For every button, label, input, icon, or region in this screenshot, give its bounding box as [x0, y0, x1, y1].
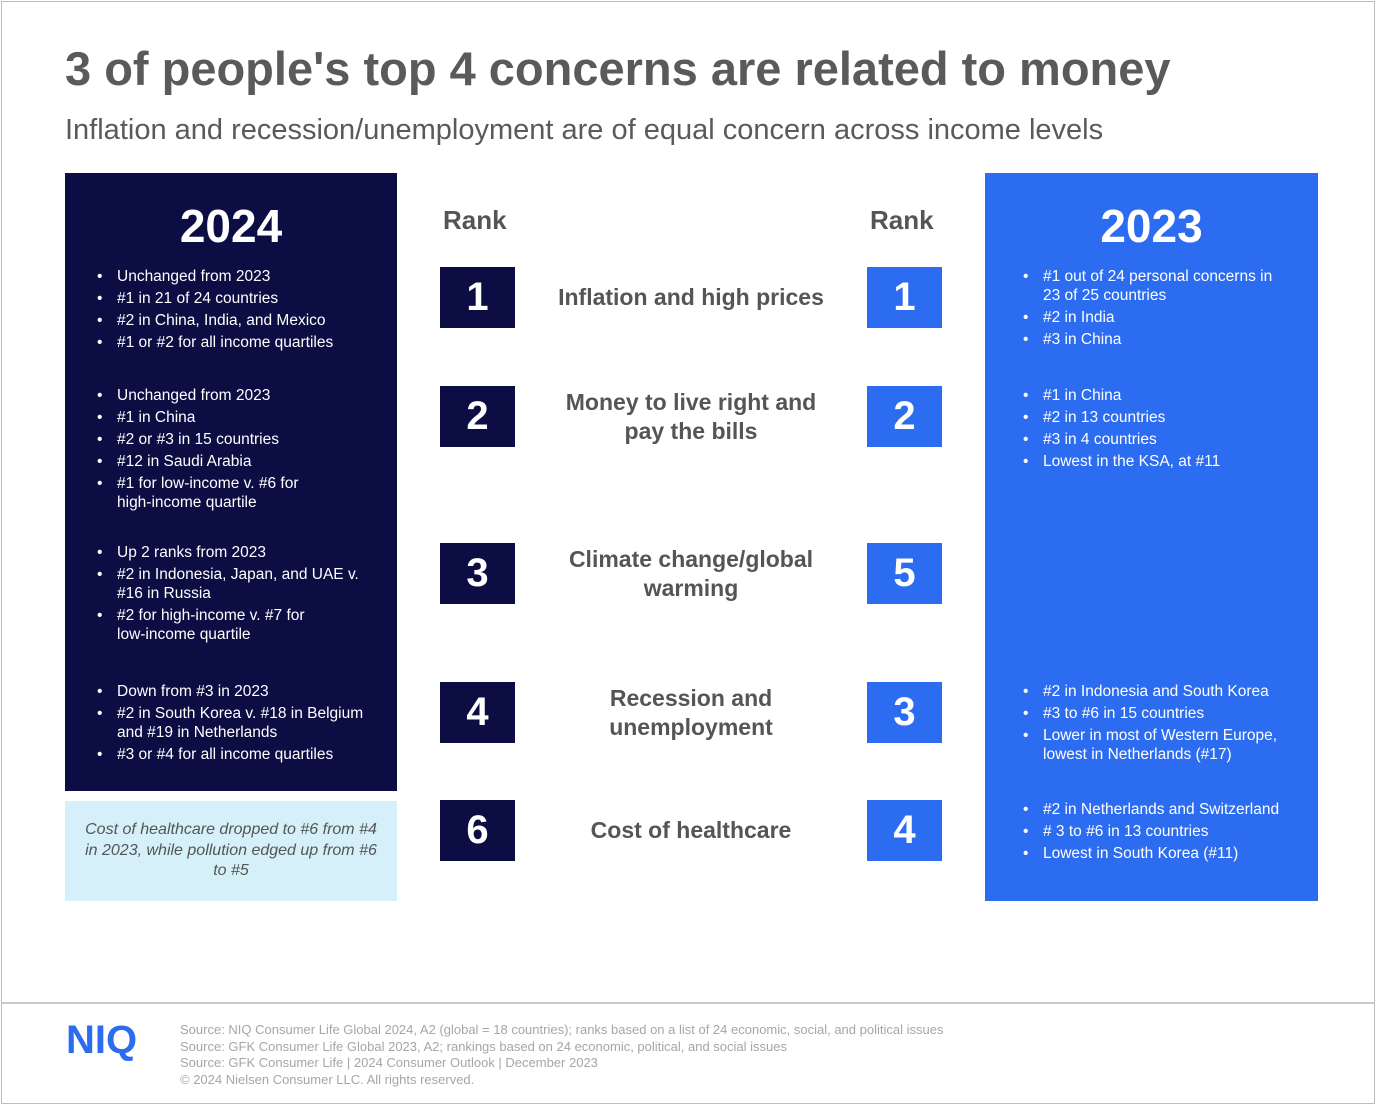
note-item: #2 in Netherlands and Switzerland: [1023, 800, 1313, 819]
rank-header-2024: Rank: [443, 205, 507, 235]
sources-block: Source: NIQ Consumer Life Global 2024, A…: [180, 1022, 943, 1088]
note-item: #1 for low-income v. #6 for high-income …: [97, 474, 317, 512]
source-line: Source: GFK Consumer Life Global 2023, A…: [180, 1038, 788, 1054]
panel-2024: 2024 Unchanged from 2023 #1 in 21 of 24 …: [65, 173, 397, 791]
notes-2024-climate: Up 2 ranks from 2023 #2 in Indonesia, Ja…: [97, 543, 387, 647]
notes-2024-inflation: Unchanged from 2023 #1 in 21 of 24 count…: [97, 267, 387, 355]
rank-2023-badge: 2: [867, 386, 942, 447]
rank-header-2023: Rank: [870, 205, 934, 235]
note-item: Lowest in South Korea (#11): [1023, 844, 1313, 863]
footer-divider: [2, 1002, 1374, 1004]
note-item: #1 or #2 for all income quartiles: [97, 333, 387, 352]
rank-2023-badge: 3: [867, 682, 942, 743]
note-item: #2 in India: [1023, 308, 1313, 327]
note-item: #2 in South Korea v. #18 in Belgium and …: [97, 704, 367, 742]
note-item: #2 in Indonesia and South Korea: [1023, 682, 1313, 701]
year-2024-label: 2024: [179, 200, 283, 252]
notes-2024-money: Unchanged from 2023 #1 in China #2 or #3…: [97, 386, 387, 515]
notes-2023-healthcare: #2 in Netherlands and Switzerland # 3 to…: [1023, 800, 1313, 866]
note-item: #3 or #4 for all income quartiles: [97, 745, 387, 764]
rank-2024-badge: 3: [440, 543, 515, 604]
notes-2023-money: #1 in China #2 in 13 countries #3 in 4 c…: [1023, 386, 1313, 474]
note-item: #1 in China: [1023, 386, 1313, 405]
slide-title: 3 of people's top 4 concerns are related…: [65, 42, 1171, 95]
note-item: #12 in Saudi Arabia: [97, 452, 387, 471]
note-item: Unchanged from 2023: [97, 386, 387, 405]
concern-label: Inflation and high prices: [558, 284, 824, 310]
rank-2024-badge: 6: [440, 800, 515, 861]
note-item: #3 to #6 in 15 countries: [1023, 704, 1313, 723]
note-item: #2 in China, India, and Mexico: [97, 311, 387, 330]
note-item: # 3 to #6 in 13 countries: [1023, 822, 1313, 841]
concern-label: Recession and unemployment: [609, 684, 773, 740]
concern-label: Climate change/global warming: [568, 545, 814, 601]
slide-subtitle: Inflation and recession/unemployment are…: [65, 114, 1104, 146]
notes-2024-recession: Down from #3 in 2023 #2 in South Korea v…: [97, 682, 387, 767]
niq-logo: NIQ: [66, 1018, 138, 1062]
note-item: Lowest in the KSA, at #11: [1023, 452, 1313, 471]
rank-2024-badge: 1: [440, 267, 515, 328]
note-item: Unchanged from 2023: [97, 267, 387, 286]
year-2023-label: 2023: [1100, 200, 1203, 252]
note-item: #2 in Indonesia, Japan, and UAE v. #16 i…: [97, 565, 367, 603]
note-item: #1 in 21 of 24 countries: [97, 289, 387, 308]
notes-2023-recession: #2 in Indonesia and South Korea #3 to #6…: [1023, 682, 1313, 767]
copyright-line: © 2024 Nielsen Consumer LLC. All rights …: [180, 1071, 475, 1087]
note-item: #2 in 13 countries: [1023, 408, 1313, 427]
source-line: Source: GFK Consumer Life | 2024 Consume…: [180, 1055, 598, 1070]
concern-label: Money to live right and pay the bills: [565, 388, 817, 444]
rank-2024-badge: 2: [440, 386, 515, 447]
rank-2024-badge: 4: [440, 682, 515, 743]
note-item: #3 in China: [1023, 330, 1313, 349]
rank-2023-badge: 5: [867, 543, 942, 604]
notes-2023-inflation: #1 out of 24 personal concerns in 23 of …: [1023, 267, 1313, 352]
source-line: Source: NIQ Consumer Life Global 2024, A…: [180, 1022, 944, 1037]
healthcare-pollution-note: Cost of healthcare dropped to #6 from #4…: [65, 801, 397, 901]
note-item: #1 out of 24 personal concerns in 23 of …: [1023, 267, 1273, 305]
note-item: Up 2 ranks from 2023: [97, 543, 387, 562]
note-item: Down from #3 in 2023: [97, 682, 387, 701]
rank-2023-badge: 1: [867, 267, 942, 328]
note-item: Lower in most of Western Europe, lowest …: [1023, 726, 1305, 764]
note-item: #2 or #3 in 15 countries: [97, 430, 387, 449]
note-item: #1 in China: [97, 408, 387, 427]
note-item: #2 for high-income v. #7 for low-income …: [97, 606, 327, 644]
panel-2023: 2023 #1 out of 24 personal concerns in 2…: [985, 173, 1318, 901]
rank-2023-badge: 4: [867, 800, 942, 861]
note-item: #3 in 4 countries: [1023, 430, 1313, 449]
concern-label: Cost of healthcare: [590, 817, 792, 843]
